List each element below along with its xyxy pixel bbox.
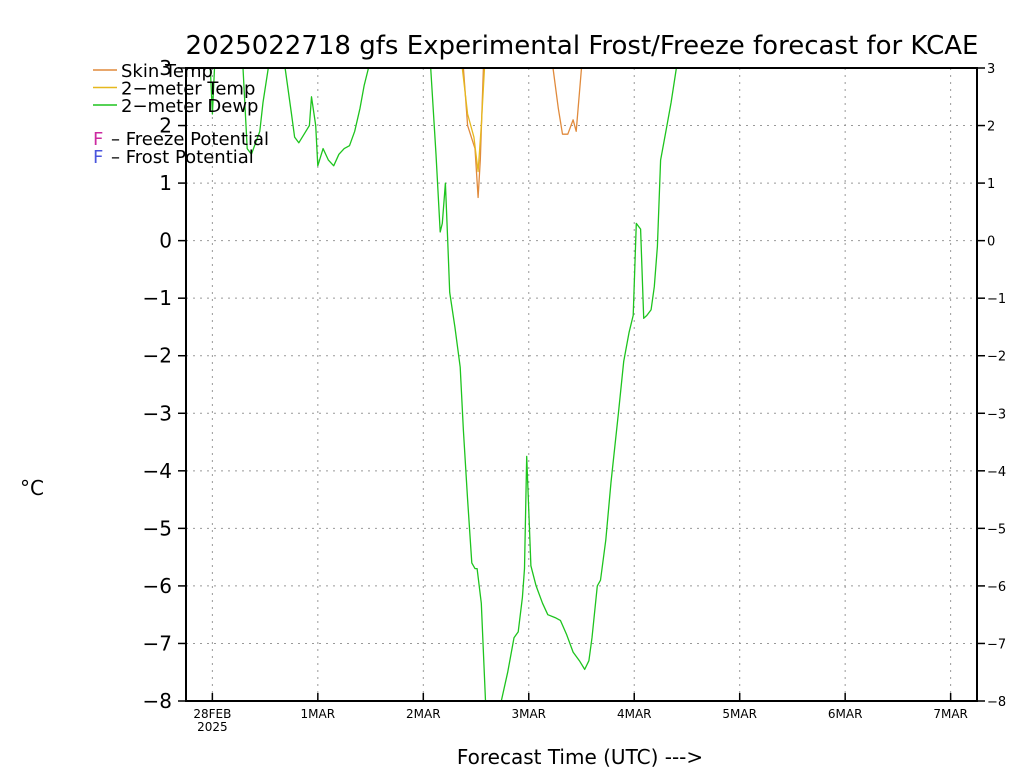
x-tick-label: 4MAR <box>617 707 652 721</box>
legend-potential-label: – Frost Potential <box>111 147 254 168</box>
series-lines <box>209 67 678 702</box>
y-tick-label-right: 2 <box>987 120 995 135</box>
y-tick-label-left: −6 <box>143 574 172 598</box>
legend-potential-symbol: F <box>93 147 103 168</box>
series-line-2-meter-temp <box>461 67 486 173</box>
y-tick-label-right: 3 <box>987 62 995 77</box>
y-tick-label-left: −8 <box>143 689 172 713</box>
y-tick-label-right: −1 <box>987 292 1006 307</box>
y-tick-label-right: 1 <box>987 177 995 192</box>
y-tick-label-left: −5 <box>143 516 172 540</box>
series-line-2-meter-dewp <box>242 67 269 155</box>
grid-lines <box>186 68 977 701</box>
x-axis-label: Forecast Time (UTC) ---> <box>457 745 703 768</box>
legend-potential-symbol: F <box>93 129 103 150</box>
y-tick-label-left: −2 <box>143 344 172 368</box>
x-tick-label: 7MAR <box>933 707 968 721</box>
series-line-2-meter-dewp <box>500 67 678 702</box>
series-line-skin-temp <box>462 67 485 199</box>
y-tick-label-left: −3 <box>143 401 172 425</box>
y-tick-label-left: 0 <box>159 229 172 253</box>
y-tick-label-right: −4 <box>987 465 1006 480</box>
legend-label: Skin Temp <box>121 61 213 82</box>
x-tick-label: 1MAR <box>301 707 336 721</box>
series-line-2-meter-dewp <box>430 67 487 702</box>
chart-title: 2025022718 gfs Experimental Frost/Freeze… <box>186 31 979 61</box>
legend-label: 2−meter Dewp <box>121 96 258 117</box>
y-tick-label-right: −3 <box>987 407 1006 422</box>
y-tick-label-right: −8 <box>987 695 1006 710</box>
x-tick-label: 5MAR <box>722 707 757 721</box>
legend-potential-label: – Freeze Potential <box>111 129 269 150</box>
y-axis: 3 3 2 2 1 1 0 0 −1 −1 −2 −2 −3 −3 −4 −4 −5 −5 −6 −6 −7 −7 −8 −8 <box>143 56 1007 713</box>
x-tick-label: 3MAR <box>511 707 546 721</box>
y-tick-label-left: 1 <box>159 171 172 195</box>
y-tick-label-left: 3 <box>159 56 172 80</box>
y-tick-label-right: −5 <box>987 522 1006 537</box>
plot-frame <box>185 67 978 702</box>
y-tick-label-right: −7 <box>987 637 1006 652</box>
series-line-skin-temp <box>552 67 583 135</box>
legend-label: 2−meter Temp <box>121 79 255 100</box>
y-tick-label-left: −4 <box>143 459 172 483</box>
y-tick-label-left: −7 <box>143 631 172 655</box>
y-tick-label-right: −2 <box>987 350 1006 365</box>
x-tick-label: 2MAR <box>406 707 441 721</box>
y-tick-label-left: 2 <box>159 114 172 138</box>
series-line-2-meter-dewp <box>284 67 370 167</box>
x-tick-label: 28FEB <box>193 707 231 721</box>
x-tick-label: 6MAR <box>828 707 863 721</box>
y-tick-label-left: −1 <box>143 286 172 310</box>
y-tick-label-right: 0 <box>987 235 995 250</box>
y-axis-label: °C <box>20 476 44 500</box>
x-tick-sublabel: 2025 <box>197 720 228 734</box>
y-tick-label-right: −6 <box>987 580 1006 595</box>
series-line-2-meter-dewp <box>209 67 216 115</box>
